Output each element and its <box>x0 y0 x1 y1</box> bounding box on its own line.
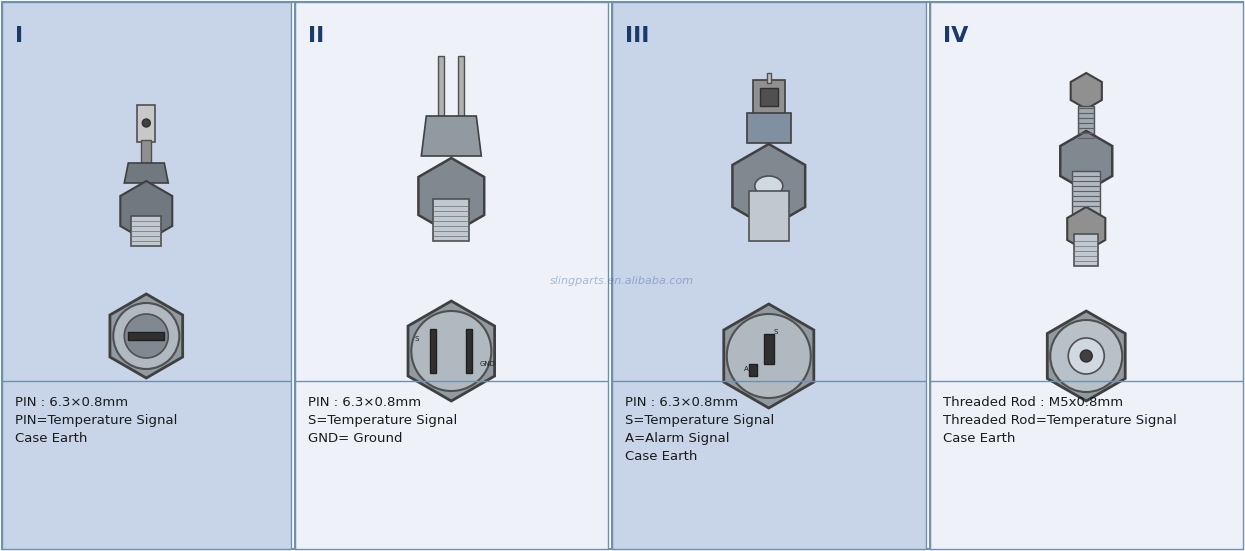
Text: I: I <box>15 26 24 46</box>
Text: IV: IV <box>942 26 967 46</box>
Text: Case Earth: Case Earth <box>625 450 697 463</box>
Text: Threaded Rod : M5x0.8mm: Threaded Rod : M5x0.8mm <box>942 396 1123 409</box>
Text: PIN=Temperature Signal: PIN=Temperature Signal <box>15 414 177 427</box>
Text: GND: GND <box>479 361 496 367</box>
Polygon shape <box>421 116 482 156</box>
Text: S=Temperature Signal: S=Temperature Signal <box>308 414 457 427</box>
Ellipse shape <box>754 176 783 196</box>
FancyBboxPatch shape <box>747 113 791 143</box>
Text: A: A <box>743 366 748 372</box>
Polygon shape <box>408 301 494 401</box>
Polygon shape <box>418 158 484 234</box>
Polygon shape <box>124 163 168 183</box>
FancyBboxPatch shape <box>753 80 784 117</box>
Text: PIN : 6.3×0.8mm: PIN : 6.3×0.8mm <box>625 396 738 409</box>
Polygon shape <box>121 181 172 241</box>
FancyBboxPatch shape <box>433 199 469 241</box>
Circle shape <box>142 119 151 127</box>
FancyBboxPatch shape <box>763 334 774 364</box>
FancyBboxPatch shape <box>431 329 436 373</box>
FancyBboxPatch shape <box>1078 106 1094 141</box>
Text: S=Temperature Signal: S=Temperature Signal <box>625 414 774 427</box>
FancyBboxPatch shape <box>1072 171 1101 216</box>
Text: Threaded Rod=Temperature Signal: Threaded Rod=Temperature Signal <box>942 414 1177 427</box>
Text: S: S <box>415 336 420 342</box>
Circle shape <box>113 303 179 369</box>
Text: PIN : 6.3×0.8mm: PIN : 6.3×0.8mm <box>308 396 421 409</box>
Polygon shape <box>723 304 814 408</box>
FancyBboxPatch shape <box>137 105 156 142</box>
FancyBboxPatch shape <box>613 2 925 549</box>
FancyBboxPatch shape <box>759 88 778 106</box>
FancyBboxPatch shape <box>748 191 789 241</box>
Circle shape <box>411 311 492 391</box>
Polygon shape <box>1071 73 1102 109</box>
Circle shape <box>124 314 168 358</box>
FancyBboxPatch shape <box>767 73 771 83</box>
FancyBboxPatch shape <box>930 2 1243 549</box>
Text: PIN : 6.3×0.8mm: PIN : 6.3×0.8mm <box>15 396 128 409</box>
Text: GND= Ground: GND= Ground <box>308 432 402 445</box>
FancyBboxPatch shape <box>2 2 290 549</box>
Polygon shape <box>110 294 183 378</box>
Text: S: S <box>774 329 778 335</box>
FancyBboxPatch shape <box>458 56 464 116</box>
FancyBboxPatch shape <box>131 216 162 246</box>
FancyBboxPatch shape <box>141 140 152 163</box>
FancyBboxPatch shape <box>467 329 472 373</box>
Text: II: II <box>308 26 324 46</box>
Circle shape <box>1051 320 1122 392</box>
Circle shape <box>727 314 810 398</box>
Polygon shape <box>1067 207 1106 251</box>
Text: Case Earth: Case Earth <box>15 432 87 445</box>
FancyBboxPatch shape <box>295 2 608 549</box>
Text: A=Alarm Signal: A=Alarm Signal <box>625 432 730 445</box>
Polygon shape <box>732 144 806 228</box>
Circle shape <box>1081 350 1092 362</box>
FancyBboxPatch shape <box>1074 234 1098 266</box>
Polygon shape <box>1061 131 1112 191</box>
Polygon shape <box>1047 311 1125 401</box>
FancyBboxPatch shape <box>438 56 444 116</box>
Text: Case Earth: Case Earth <box>942 432 1015 445</box>
FancyBboxPatch shape <box>128 332 164 340</box>
Circle shape <box>1068 338 1104 374</box>
FancyBboxPatch shape <box>748 364 757 376</box>
Text: III: III <box>625 26 650 46</box>
Text: slingparts.en.alibaba.com: slingparts.en.alibaba.com <box>550 276 693 286</box>
